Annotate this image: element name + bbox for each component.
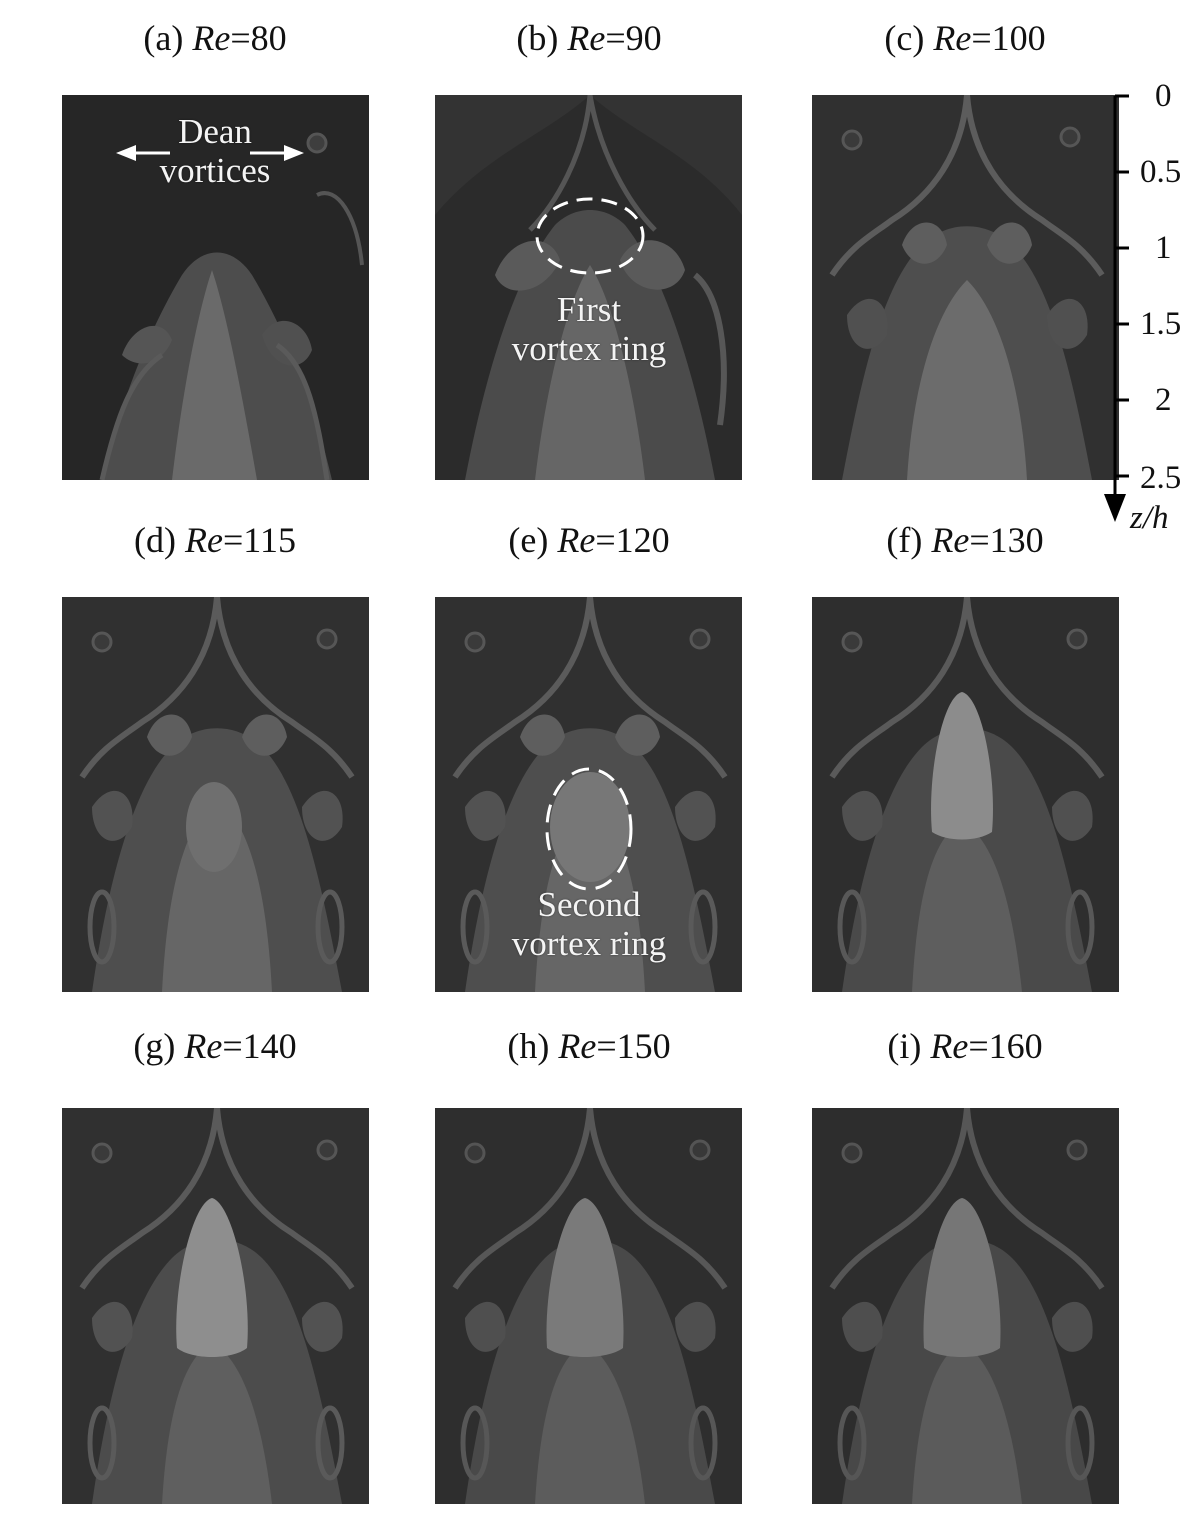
flow-image-e xyxy=(435,597,742,992)
z-axis xyxy=(1104,94,1129,522)
re-symbol: Re xyxy=(931,520,970,560)
panel-title-i: (i) Re=160 xyxy=(887,1028,1042,1064)
flow-pattern xyxy=(435,1108,742,1504)
flow-pattern xyxy=(435,597,742,992)
tick-label-1-5: 1.5 xyxy=(1140,306,1182,342)
panel-title-f: (f) Re=130 xyxy=(886,522,1043,558)
flow-pattern xyxy=(435,95,742,480)
re-value: =160 xyxy=(968,1026,1043,1066)
re-value: =120 xyxy=(595,520,670,560)
panel-label: (g) xyxy=(133,1026,185,1066)
re-value: =140 xyxy=(222,1026,297,1066)
re-value: =115 xyxy=(222,520,296,560)
re-symbol: Re xyxy=(192,18,231,58)
re-value: =90 xyxy=(605,18,662,58)
panel-label: (b) xyxy=(516,18,568,58)
axis-title: z/h xyxy=(1130,500,1169,536)
re-value: =100 xyxy=(971,18,1046,58)
tick-label-0-5: 0.5 xyxy=(1140,154,1182,190)
first-vortex-ring-label: First vortex ring xyxy=(512,290,667,368)
flow-image-a xyxy=(62,95,369,480)
second-label-line2: vortex ring xyxy=(511,924,667,964)
dean-label-line2: vortices xyxy=(159,151,271,191)
re-symbol: Re xyxy=(557,520,596,560)
first-label-line1: First xyxy=(556,290,622,329)
flow-image-b xyxy=(435,95,742,480)
panel-label: (a) xyxy=(143,18,193,58)
tick-label-2: 2 xyxy=(1155,382,1172,418)
re-value: =130 xyxy=(969,520,1044,560)
panel-title-e: (e) Re=120 xyxy=(508,522,669,558)
panel-label: (c) xyxy=(884,18,934,58)
dean-arrows xyxy=(116,145,304,161)
re-symbol: Re xyxy=(933,18,972,58)
panel-title-g: (g) Re=140 xyxy=(133,1028,296,1064)
panel-label: (h) xyxy=(507,1026,559,1066)
tick-label-1: 1 xyxy=(1155,230,1172,266)
re-symbol: Re xyxy=(185,520,223,560)
flow-image-h xyxy=(435,1108,742,1504)
panel-title-b: (b) Re=90 xyxy=(516,20,661,56)
first-label-line2: vortex ring xyxy=(511,329,667,369)
first-vortex-ring-ellipse xyxy=(535,197,645,275)
flow-image-d xyxy=(62,597,369,992)
flow-pattern xyxy=(812,1108,1119,1504)
re-symbol: Re xyxy=(558,1026,597,1066)
dean-label-line1: Dean xyxy=(178,112,252,151)
flow-image-c xyxy=(812,95,1119,480)
second-label-line1: Second xyxy=(537,885,641,924)
re-symbol: Re xyxy=(567,18,606,58)
panel-title-a: (a) Re=80 xyxy=(143,20,286,56)
panel-label: (i) xyxy=(887,1026,931,1066)
flow-image-g xyxy=(62,1108,369,1504)
panel-title-d: (d) Re=115 xyxy=(134,522,296,558)
tick-label-0: 0 xyxy=(1155,78,1172,114)
panel-label: (e) xyxy=(508,520,558,560)
panel-label: (f) xyxy=(886,520,932,560)
re-symbol: Re xyxy=(930,1026,969,1066)
re-symbol: Re xyxy=(184,1026,223,1066)
tick-label-2-5: 2.5 xyxy=(1140,460,1182,496)
flow-pattern xyxy=(812,95,1119,480)
panel-title-h: (h) Re=150 xyxy=(507,1028,670,1064)
flow-pattern xyxy=(62,95,369,480)
re-value: =150 xyxy=(596,1026,671,1066)
panel-title-c: (c) Re=100 xyxy=(884,20,1045,56)
second-vortex-ring-label: Second vortex ring xyxy=(512,885,667,963)
flow-pattern xyxy=(62,1108,369,1504)
flow-image-f xyxy=(812,597,1119,992)
flow-image-i xyxy=(812,1108,1119,1504)
re-value: =80 xyxy=(230,18,287,58)
flow-pattern xyxy=(812,597,1119,992)
dean-vortices-label: Dean vortices xyxy=(160,112,271,190)
flow-pattern xyxy=(62,597,369,992)
panel-label: (d) xyxy=(134,520,186,560)
